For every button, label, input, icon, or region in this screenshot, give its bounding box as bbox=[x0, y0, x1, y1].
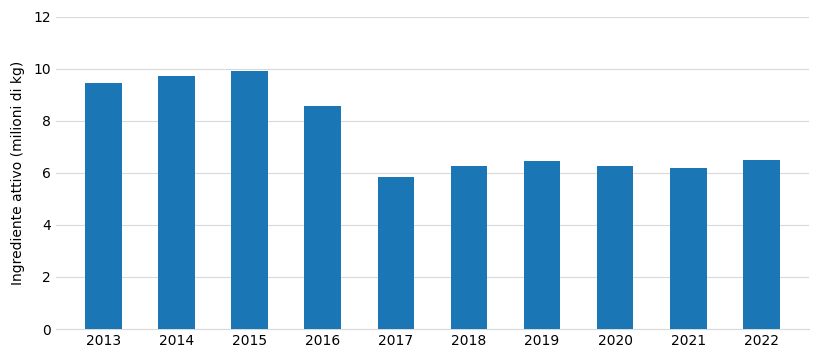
Bar bbox=[304, 106, 341, 329]
Bar bbox=[742, 160, 779, 329]
Bar bbox=[669, 168, 706, 329]
Bar bbox=[450, 165, 486, 329]
Bar bbox=[158, 76, 195, 329]
Bar bbox=[596, 166, 632, 329]
Bar bbox=[377, 177, 414, 329]
Bar bbox=[231, 71, 268, 329]
Bar bbox=[85, 83, 121, 329]
Bar bbox=[523, 161, 559, 329]
Y-axis label: Ingrediente attivo (milioni di kg): Ingrediente attivo (milioni di kg) bbox=[11, 61, 25, 285]
